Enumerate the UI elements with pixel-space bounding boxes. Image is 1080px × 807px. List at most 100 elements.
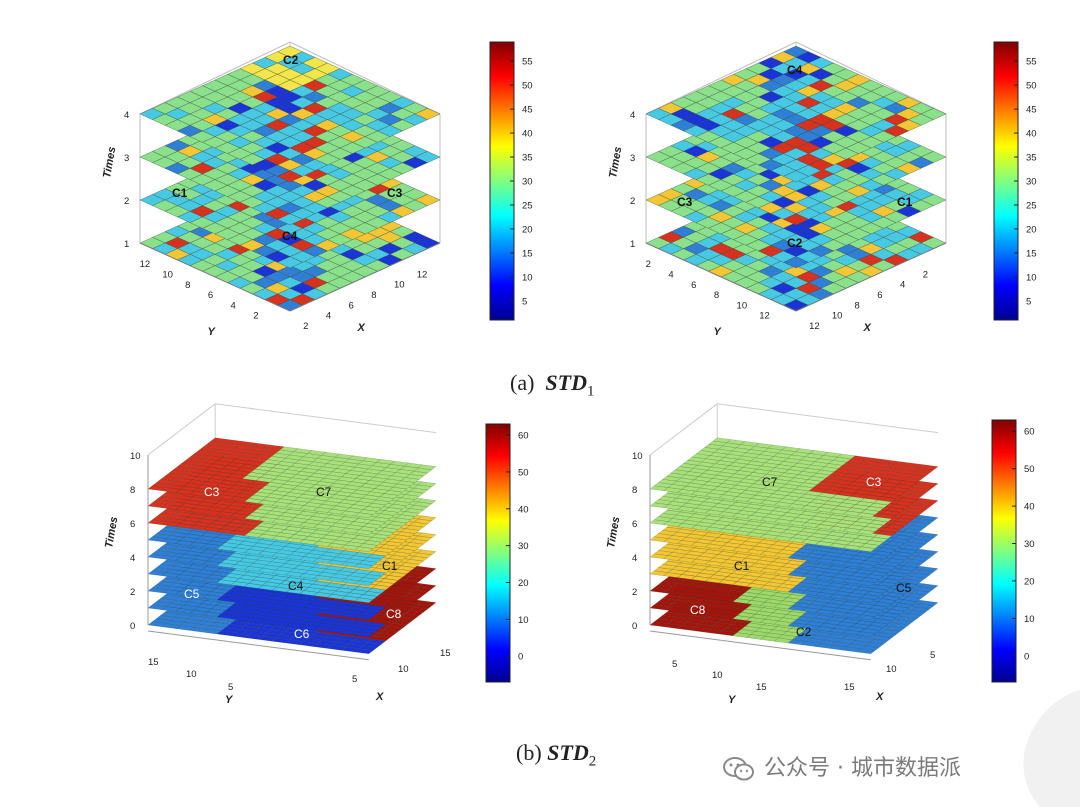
z-axis-label: Times [607,146,624,179]
z-tick-label: 1 [124,239,129,250]
cluster-label-c1: C1 [897,195,913,209]
colorbar-tick-label: 30 [522,177,533,188]
y-tick-label: 12 [759,311,770,322]
colorbar-tick-label: 10 [518,615,529,626]
cluster-label-c6: C6 [294,627,310,641]
colorbar-tick-label: 40 [518,504,529,515]
colorbar-tick-label: 10 [1026,272,1037,283]
colorbar-tick-label: 60 [518,431,529,442]
axis-frame [215,403,437,434]
y-tick-label: 10 [737,300,748,311]
x-tick-label: 12 [417,269,428,280]
x-tick-label: 6 [877,290,882,301]
z-axis-label: Times [103,516,120,549]
y-axis-label: Y [714,326,723,338]
x-tick-label: 4 [900,280,905,291]
grid-cell [783,170,809,183]
z-tick-label: 4 [130,553,135,564]
z-tick-label: 10 [130,451,141,462]
axis-frame [717,403,939,434]
layer-4 [645,45,947,183]
colorbar-tick-label: 35 [522,153,533,164]
x-tick-label: 12 [809,321,820,332]
colorbar-tick-label: 40 [522,129,533,140]
colorbar-tick-label: 50 [518,467,529,478]
x-axis-label: X [357,322,366,334]
cluster-label-c2: C2 [787,236,803,250]
colorbar-tick-label: 45 [522,105,533,116]
x-tick-label: 2 [303,321,308,332]
y-tick-label: 8 [714,290,719,301]
y-axis-label: Y [225,694,234,706]
z-tick-label: 3 [630,153,635,164]
axis-line [795,242,947,312]
cluster-label-c8: C8 [386,607,402,621]
colorbar-tick-label: 55 [522,57,533,68]
cluster-label-c7: C7 [316,485,332,499]
x-axis-label: X [375,691,384,703]
colorbar-tick-label: 25 [522,200,533,211]
x-tick-label: 10 [398,664,409,675]
colorbar-tick-label: 25 [1026,200,1037,211]
colorbar-tick-label: 50 [522,81,533,92]
z-tick-label: 6 [130,519,135,530]
y-tick-label: 6 [208,290,213,301]
colorbar-tick-label: 35 [1026,153,1037,164]
grid-cell [277,256,303,269]
colorbar-tick-label: 20 [522,224,533,235]
x-tick-label: 8 [371,290,376,301]
colorbar-tick-label: 50 [1026,81,1037,92]
colorbar-tick-label: 55 [1026,57,1037,68]
z-axis-label: Times [101,146,118,179]
z-tick-label: 2 [124,196,129,207]
axis-line [139,242,291,312]
y-tick-label: 10 [162,269,173,280]
colorbar-tick-label: 30 [1026,177,1037,188]
axis-frame [147,403,216,456]
colorbar-tick-label: 5 [1026,296,1031,307]
cluster-label-c5: C5 [184,587,200,601]
x-tick-label: 4 [326,311,331,322]
y-tick-label: 10 [186,669,197,680]
axis-line [289,242,441,312]
y-tick-label: 8 [185,280,190,291]
x-tick-label: 10 [394,280,405,291]
cluster-label-c3: C3 [204,485,220,499]
colorbar-tick-label: 40 [1026,129,1037,140]
y-tick-label: 2 [646,259,651,270]
cluster-label-c4: C4 [282,229,298,243]
cluster-label-c1: C1 [382,559,398,573]
grid-cell [783,213,809,226]
colorbar-tick-label: 10 [522,272,533,283]
y-tick-label: 12 [140,259,151,270]
colorbar-tick-label: 15 [1026,248,1037,259]
y-tick-label: 15 [148,657,159,668]
y-tick-label: 4 [231,300,236,311]
colorbar-tick-label: 15 [522,248,533,259]
x-axis-label: X [863,322,872,334]
z-tick-label: 1 [630,239,635,250]
x-tick-label: 8 [855,300,860,311]
layer-4 [139,45,441,183]
y-tick-label: 4 [668,269,673,280]
colorbar-tick-label: 5 [522,296,527,307]
z-tick-label: 2 [130,587,135,598]
cluster-label-c4: C4 [787,63,803,77]
z-tick-label: 8 [130,485,135,496]
colorbar-tick-label: 30 [518,541,529,552]
cluster-label-c4: C4 [288,579,304,593]
y-axis-label: Y [208,326,217,338]
grid-cell [277,213,303,226]
x-tick-label: 2 [923,269,928,280]
colorbar-0: 5 10 15 20 25 30 35 40 45 50 55 [489,41,533,321]
z-tick-label: 4 [124,110,129,121]
z-tick-label: 3 [124,153,129,164]
z-tick-label: 4 [630,110,635,121]
z-tick-label: 2 [630,196,635,207]
